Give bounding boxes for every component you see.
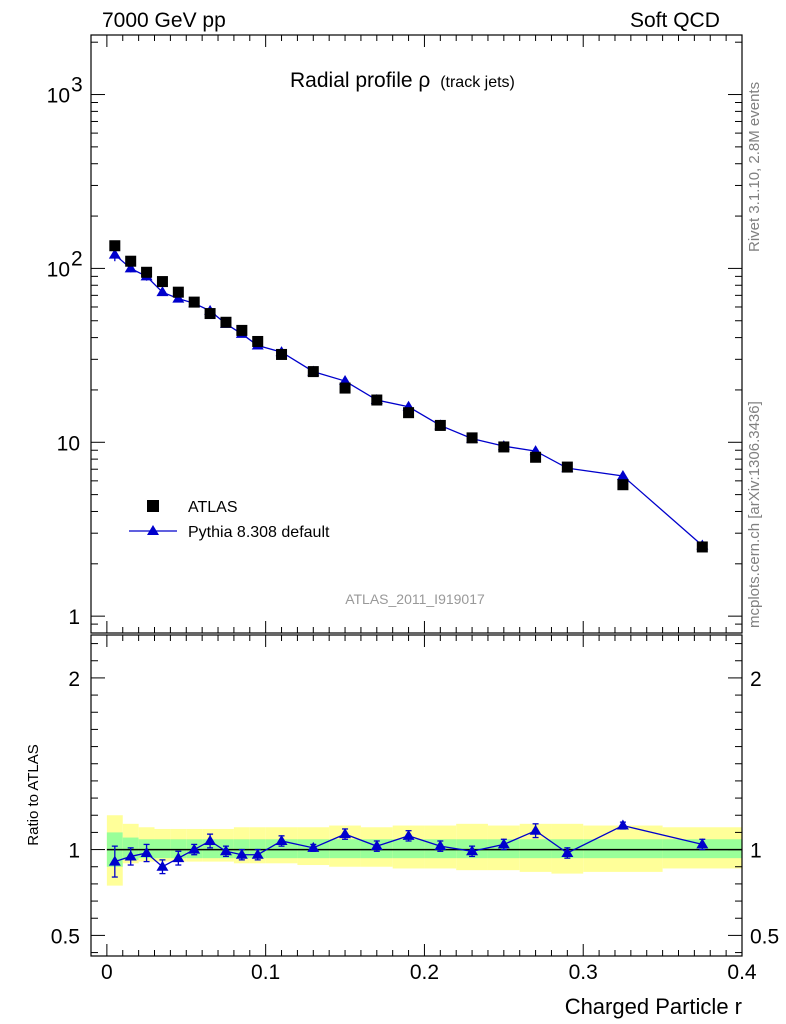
ratio-marker: [402, 829, 415, 840]
legend: ATLAS Pythia 8.308 default: [129, 499, 330, 541]
data-marker: [125, 255, 137, 267]
data-marker: [561, 461, 573, 473]
x-tick-label: 0.1: [251, 961, 280, 984]
band-inner-bin: [265, 839, 298, 859]
header-process-label: Soft QCD: [630, 9, 720, 32]
ratio-plot-frame: [90, 634, 743, 957]
y-tick-exponent: 3: [71, 74, 83, 97]
ratio-marker: [370, 840, 383, 851]
ratio-marker: [108, 855, 121, 866]
mc-curve: [114, 254, 703, 546]
data-marker: [434, 419, 446, 431]
ratio-tick-label-right: 0.5: [750, 925, 779, 948]
mc-marker: [108, 248, 121, 259]
ratio-tick-label-left: 0.5: [51, 925, 80, 948]
data-marker: [188, 296, 200, 308]
data-marker: [220, 316, 232, 328]
chart-title: Radial profile ρ (track jets): [290, 69, 515, 92]
data-marker: [307, 366, 319, 378]
ratio-marker: [497, 838, 510, 849]
data-marker: [403, 407, 415, 419]
ratio-marker: [561, 847, 574, 858]
mc-marker: [124, 262, 137, 273]
ratio-tick-label-right: 2: [750, 668, 762, 691]
data-markers-main: [109, 240, 708, 553]
ratio-marker: [275, 834, 288, 845]
mc-marker: [339, 375, 352, 386]
data-marker: [204, 308, 216, 320]
data-marker: [371, 394, 383, 406]
ratio-marker: [204, 834, 217, 845]
ratio-marker: [466, 845, 479, 856]
x-tick-label: 0.2: [410, 961, 439, 984]
ratio-marker: [156, 860, 169, 871]
band-inner-bin: [329, 839, 361, 859]
mc-marker: [616, 469, 629, 480]
ratio-marker: [251, 848, 264, 859]
ratio-marker: [616, 819, 629, 830]
ratio-tick-label-left: 2: [68, 668, 80, 691]
band-inner-bin: [392, 839, 425, 859]
legend-marker-atlas: [147, 500, 159, 512]
data-marker: [466, 432, 478, 444]
ratio-y-axis-label: Ratio to ATLAS: [25, 744, 42, 845]
x-axis-label: Charged Particle r: [565, 994, 742, 1019]
x-tick-label: 0: [101, 961, 113, 984]
band-inner-bin: [170, 839, 187, 859]
ratio-marker: [188, 843, 201, 854]
main-plot-frame: [90, 34, 743, 634]
ratio-series: [108, 819, 709, 878]
ratio-curve: [114, 824, 703, 868]
data-marker: [276, 348, 288, 360]
y-tick-label: 10: [57, 432, 80, 455]
watermark: ATLAS_2011_I919017: [345, 591, 485, 607]
band-inner-bin: [249, 839, 266, 859]
y-tick-label: 1: [68, 606, 80, 629]
data-marker: [617, 479, 629, 491]
data-marker: [141, 266, 153, 278]
ratio-marker: [140, 847, 153, 858]
ratio-marker: [696, 838, 709, 849]
ratio-marker: [339, 828, 352, 839]
ratio-tick-label-right: 1: [750, 840, 762, 863]
ratio-marker: [219, 845, 232, 856]
legend-marker-pythia: [147, 525, 159, 535]
ratio-bands: [106, 815, 742, 886]
x-tick-label: 0.3: [569, 961, 598, 984]
ratio-tick-label-left: 1: [68, 840, 80, 863]
data-marker: [236, 324, 248, 336]
chart-title-main: Radial profile ρ: [290, 69, 430, 92]
ratio-marker: [529, 824, 542, 835]
band-inner-bin: [519, 839, 552, 859]
axis-ticks: [91, 35, 743, 956]
y-tick-label: 10: [47, 85, 70, 108]
ratio-marker: [307, 841, 320, 852]
band-inner-bin: [154, 839, 171, 859]
header-energy-label: 7000 GeV pp: [102, 9, 226, 32]
mc-marker: [156, 286, 169, 297]
ratio-marker: [172, 852, 185, 863]
data-marker: [696, 541, 708, 553]
ratio-marker: [434, 840, 447, 851]
mc-line-main: [114, 254, 703, 546]
y-tick-label: 10: [47, 258, 70, 281]
legend-entry-pythia: Pythia 8.308 default: [188, 524, 330, 541]
data-marker: [252, 335, 264, 347]
data-marker: [530, 451, 542, 463]
ratio-marker: [124, 850, 137, 861]
data-marker: [172, 286, 184, 298]
data-marker: [109, 240, 121, 252]
band-inner-bin: [583, 839, 663, 859]
x-tick-label: 0.4: [727, 961, 757, 984]
ratio-marker: [235, 848, 248, 859]
data-marker: [339, 382, 351, 394]
data-marker: [498, 441, 510, 453]
data-marker: [156, 276, 168, 288]
chart-title-suffix: (track jets): [440, 74, 515, 91]
y-tick-exponent: 2: [71, 247, 83, 270]
legend-entry-atlas: ATLAS: [188, 499, 238, 516]
